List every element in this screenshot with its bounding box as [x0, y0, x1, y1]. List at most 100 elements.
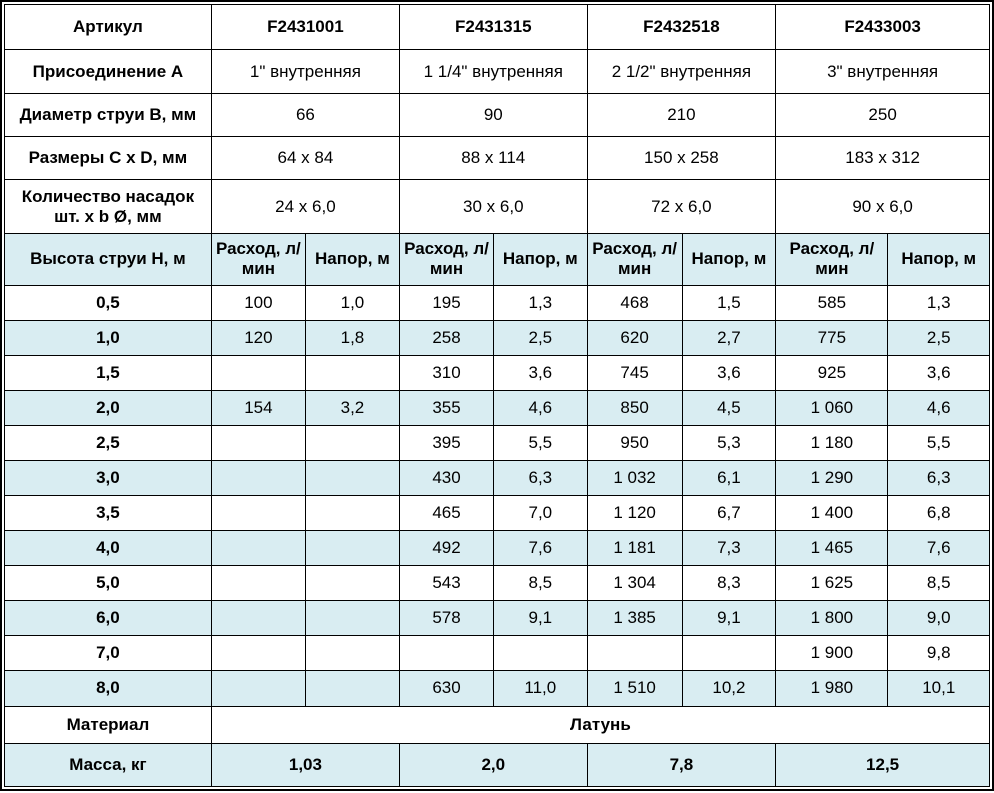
flow-value-cell: 1,3 [493, 284, 588, 321]
spec-value-cell: 210 [586, 92, 777, 138]
spec-row-article: Артикул F2431001 F2431315 F2432518 F2433… [4, 3, 990, 51]
flow-value-cell: 395 [398, 424, 495, 461]
flow-value-cell: 4,5 [681, 389, 777, 426]
flow-row: 6,0 578 9,1 1 385 9,1 1 800 9,0 [4, 600, 990, 637]
flow-row: 4,0 492 7,6 1 181 7,3 1 465 7,6 [4, 530, 990, 567]
flow-value-cell: 4,6 [887, 389, 990, 426]
mass-value-cell: 12,5 [775, 742, 990, 788]
flow-value-cell: 1 304 [586, 565, 683, 602]
mass-value-cell: 2,0 [398, 742, 588, 788]
spec-value-cell: 30 x 6,0 [398, 179, 588, 235]
flow-row: 3,0 430 6,3 1 032 6,1 1 290 6,3 [4, 459, 990, 496]
flow-value-cell: 1 181 [586, 530, 683, 567]
flow-rate-header: Расход, л/мин [210, 233, 306, 286]
flow-rate-header: Расход, л/мин [586, 233, 683, 286]
flow-value-cell [210, 530, 306, 567]
spec-value-cell: 150 x 258 [586, 136, 777, 181]
flow-value-cell: 154 [210, 389, 306, 426]
article-number: F2431315 [398, 3, 588, 51]
flow-value-cell: 578 [398, 600, 495, 637]
jet-height-cell: 3,0 [4, 459, 212, 496]
spec-row-dimensions: Размеры C x D, мм 64 x 84 88 x 114 150 x… [4, 136, 990, 181]
flow-row: 0,5 100 1,0 195 1,3 468 1,5 585 1,3 [4, 284, 990, 321]
flow-value-cell: 543 [398, 565, 495, 602]
flow-value-cell: 950 [586, 424, 683, 461]
head-header: Напор, м [887, 233, 990, 286]
flow-value-cell: 7,6 [887, 530, 990, 567]
jet-height-cell: 6,0 [4, 600, 212, 637]
flow-rate-header: Расход, л/мин [398, 233, 495, 286]
flow-value-cell: 1 290 [775, 459, 889, 496]
mass-value-cell: 7,8 [586, 742, 777, 788]
flow-value-cell: 3,2 [304, 389, 400, 426]
row-label: Количество насадок шт. x b Ø, мм [4, 179, 212, 235]
jet-height-cell: 5,0 [4, 565, 212, 602]
flow-row: 1,0 120 1,8 258 2,5 620 2,7 775 2,5 [4, 319, 990, 356]
flow-value-cell: 1 032 [586, 459, 683, 496]
row-label: Материал [4, 705, 212, 744]
spec-row-nozzle-count: Количество насадок шт. x b Ø, мм 24 x 6,… [4, 179, 990, 235]
flow-value-cell: 120 [210, 319, 306, 356]
flow-value-cell: 5,5 [493, 424, 588, 461]
flow-value-cell: 620 [586, 319, 683, 356]
flow-value-cell: 468 [586, 284, 683, 321]
jet-height-cell: 2,0 [4, 389, 212, 426]
flow-value-cell: 8,5 [493, 565, 588, 602]
nozzle-spec-table: Артикул F2431001 F2431315 F2432518 F2433… [4, 3, 991, 788]
jet-height-cell: 7,0 [4, 635, 212, 672]
flow-value-cell: 10,1 [887, 670, 990, 707]
flow-row: 8,0 630 11,0 1 510 10,2 1 980 10,1 [4, 670, 990, 707]
flow-value-cell [210, 635, 306, 672]
flow-value-cell: 2,5 [887, 319, 990, 356]
flow-value-cell: 3,6 [887, 354, 990, 391]
flow-value-cell [304, 424, 400, 461]
spec-value-cell: 3" внутренняя [775, 49, 990, 94]
flow-value-cell: 1 060 [775, 389, 889, 426]
flow-value-cell [681, 635, 777, 672]
flow-value-cell: 6,3 [887, 459, 990, 496]
spec-value-cell: 66 [210, 92, 400, 138]
flow-value-cell: 7,0 [493, 494, 588, 532]
flow-value-cell: 7,6 [493, 530, 588, 567]
flow-value-cell: 1 465 [775, 530, 889, 567]
flow-value-cell: 310 [398, 354, 495, 391]
jet-height-cell: 4,0 [4, 530, 212, 567]
jet-height-cell: 2,5 [4, 424, 212, 461]
flow-value-cell: 6,1 [681, 459, 777, 496]
flow-value-cell: 9,1 [681, 600, 777, 637]
spec-value-cell: 90 [398, 92, 588, 138]
spec-value-cell: 1" внутренняя [210, 49, 400, 94]
flow-value-cell: 1,3 [887, 284, 990, 321]
flow-value-cell [304, 565, 400, 602]
material-row: Материал Латунь [4, 705, 991, 744]
flow-value-cell: 1 180 [775, 424, 889, 461]
flow-value-cell: 850 [586, 389, 683, 426]
row-label: Присоединение A [4, 49, 212, 94]
flow-value-cell: 5,5 [887, 424, 990, 461]
flow-value-cell [304, 635, 400, 672]
spec-value-cell: 64 x 84 [210, 136, 400, 181]
flow-value-cell: 8,5 [887, 565, 990, 602]
flow-value-cell: 6,3 [493, 459, 588, 496]
flow-value-cell: 745 [586, 354, 683, 391]
flow-value-cell: 585 [775, 284, 889, 321]
spec-row-connection: Присоединение A 1" внутренняя 1 1/4" вну… [4, 49, 990, 94]
flow-value-cell [304, 670, 400, 707]
spec-row-jet-diameter: Диаметр струи B, мм 66 90 210 250 [4, 92, 990, 138]
flow-value-cell: 630 [398, 670, 495, 707]
flow-value-cell [586, 635, 683, 672]
row-label: Масса, кг [4, 742, 212, 788]
head-header: Напор, м [304, 233, 400, 286]
flow-value-cell: 1 400 [775, 494, 889, 532]
head-header: Напор, м [681, 233, 777, 286]
flow-value-cell: 1 385 [586, 600, 683, 637]
flow-value-cell: 1 800 [775, 600, 889, 637]
spec-value-cell: 24 x 6,0 [210, 179, 400, 235]
flow-row: 1,5 310 3,6 745 3,6 925 3,6 [4, 354, 990, 391]
row-label: Артикул [4, 3, 212, 51]
article-number: F2432518 [586, 3, 777, 51]
row-label: Диаметр струи B, мм [4, 92, 212, 138]
flow-value-cell: 258 [398, 319, 495, 356]
flow-value-cell: 3,6 [493, 354, 588, 391]
flow-value-cell: 8,3 [681, 565, 777, 602]
